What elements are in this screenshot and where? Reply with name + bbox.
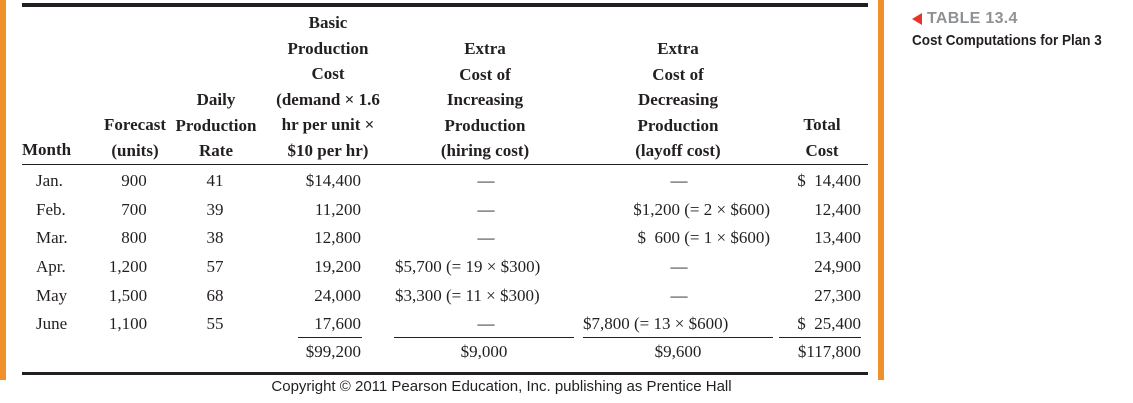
cell-increase: $3,300 (= 11 × $300) xyxy=(395,286,540,305)
cell-decrease: — xyxy=(670,286,688,305)
cell-decrease: — xyxy=(670,257,688,276)
triangle-left-icon xyxy=(912,13,922,25)
cell-forecast: 1,200 xyxy=(108,257,148,276)
header-basic-cost: Basic Production Cost (demand × 1.6 hr p… xyxy=(276,13,380,160)
cell-total: $ 14,400 xyxy=(797,171,861,190)
header-month: Month xyxy=(22,140,72,159)
copyright-notice: Copyright © 2011 Pearson Education, Inc.… xyxy=(271,378,732,395)
table-caption: TABLE 13.4 Cost Computations for Plan 3 xyxy=(912,10,1123,49)
cell-month: Mar. xyxy=(36,228,68,247)
right-orange-bar xyxy=(878,0,884,380)
cell-month: June xyxy=(36,314,68,333)
cell-rate: 39 xyxy=(206,200,224,219)
cell-rate: 38 xyxy=(206,228,224,247)
total-basic: $99,200 xyxy=(305,342,361,361)
header-increase-cost: Extra Cost of Increasing Production (hir… xyxy=(440,39,530,160)
header-decrease-cost: Extra Cost of Decreasing Production (lay… xyxy=(635,39,721,160)
sum-line-basic xyxy=(298,337,362,338)
cell-forecast: 1,500 xyxy=(108,286,148,305)
cell-forecast: 700 xyxy=(121,200,147,219)
cell-total: 12,400 xyxy=(814,200,861,219)
table-bottom-rule xyxy=(22,372,868,375)
cell-total: 27,300 xyxy=(814,286,861,305)
total-increase: $9,000 xyxy=(460,342,508,361)
header-divider xyxy=(22,164,868,165)
table-number: TABLE 13.4 xyxy=(912,10,1123,28)
cell-rate: 41 xyxy=(206,171,224,190)
header-forecast: Forecast (units) xyxy=(104,115,166,160)
cell-forecast: 900 xyxy=(121,171,147,190)
cell-increase: — xyxy=(477,200,495,219)
cell-rate: 68 xyxy=(206,286,224,305)
cell-total: $ 25,400 xyxy=(797,314,861,333)
table-title: Cost Computations for Plan 3 xyxy=(912,32,1102,49)
cell-month: Apr. xyxy=(36,257,66,276)
sum-line-decrease xyxy=(583,337,773,338)
cell-forecast: 800 xyxy=(121,228,147,247)
cell-decrease: $ 600 (= 1 × $600) xyxy=(637,228,771,247)
cell-month: May xyxy=(36,286,68,305)
total-decrease: $9,600 xyxy=(654,342,702,361)
cell-increase: — xyxy=(477,171,495,190)
cell-decrease: $7,800 (= 13 × $600) xyxy=(583,314,729,333)
cell-decrease: — xyxy=(670,171,688,190)
cell-forecast: 1,100 xyxy=(108,314,148,333)
cell-basic: 19,200 xyxy=(314,257,361,276)
cell-month: Jan. xyxy=(36,171,63,190)
table-top-rule xyxy=(22,3,868,7)
total-grand: $117,800 xyxy=(797,342,861,361)
cell-basic: 17,600 xyxy=(314,314,361,333)
cell-basic: 12,800 xyxy=(314,228,361,247)
cell-increase: — xyxy=(477,314,495,333)
left-orange-bar xyxy=(0,0,6,380)
cell-total: 24,900 xyxy=(814,257,861,276)
cell-increase: — xyxy=(477,228,495,247)
cell-rate: 57 xyxy=(206,257,224,276)
sum-line-increase xyxy=(394,337,574,338)
cell-basic: 24,000 xyxy=(314,286,361,305)
cell-basic: 11,200 xyxy=(314,200,361,219)
header-total-cost: Total Cost xyxy=(803,115,841,160)
cell-rate: 55 xyxy=(206,314,224,333)
cell-decrease: $1,200 (= 2 × $600) xyxy=(633,200,770,219)
cell-increase: $5,700 (= 19 × $300) xyxy=(395,257,541,276)
cell-total: 13,400 xyxy=(814,228,861,247)
sum-line-total xyxy=(779,337,861,338)
cell-month: Feb. xyxy=(36,200,66,219)
cell-basic: $14,400 xyxy=(305,171,361,190)
header-daily-rate: Daily Production Rate xyxy=(175,90,257,160)
